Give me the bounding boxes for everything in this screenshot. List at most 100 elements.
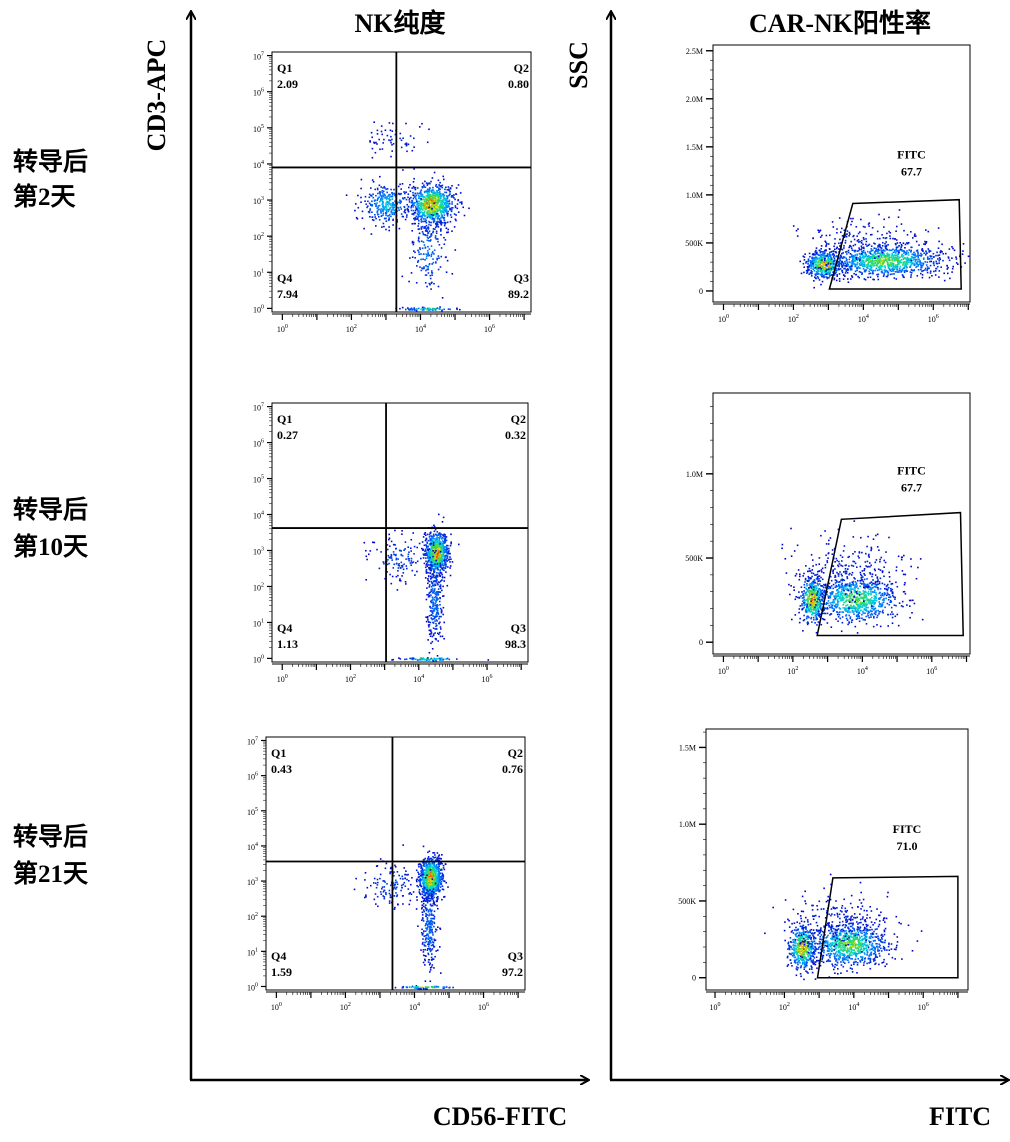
event-dot (815, 267, 818, 269)
event-dot (421, 211, 424, 214)
event-dot (429, 202, 431, 204)
event-dot (392, 224, 394, 226)
y-tick-label: 103 (247, 877, 258, 887)
event-dot (818, 279, 821, 281)
event-dot (388, 900, 391, 902)
event-dot (420, 900, 423, 903)
event-dot (381, 197, 384, 199)
event-dot (431, 896, 433, 898)
event-dot (436, 258, 438, 261)
event-dot (427, 986, 430, 989)
event-dot (429, 923, 431, 925)
event-dot (430, 631, 433, 634)
event-dot (436, 576, 439, 578)
event-dot (436, 204, 438, 206)
event-dot (434, 235, 437, 237)
event-dot (418, 658, 421, 661)
event-dot (421, 943, 424, 945)
event-dot (413, 202, 415, 204)
event-dot (437, 238, 439, 240)
event-dot (420, 215, 422, 218)
x-axis-ticks: 100 102 104 106 (272, 313, 531, 334)
event-dot (407, 209, 410, 212)
event-dot (402, 883, 405, 886)
event-dot (426, 897, 429, 899)
event-dot (432, 535, 434, 538)
event-dot (422, 873, 424, 876)
event-dot (426, 190, 429, 192)
event-dot (441, 568, 444, 571)
event-dot (442, 564, 445, 567)
event-dot (415, 987, 417, 989)
event-dot (425, 909, 428, 912)
event-dot (443, 214, 446, 216)
event-dot (831, 254, 834, 256)
tick-exponent: 6 (490, 674, 493, 680)
y-tick-label: 101 (253, 268, 264, 278)
event-dot (827, 266, 830, 268)
event-dot (427, 226, 429, 229)
event-dot (815, 274, 817, 277)
event-dot (823, 255, 826, 258)
event-dot (438, 557, 440, 560)
event-dot (388, 218, 390, 221)
event-dot (435, 638, 437, 641)
event-dot (425, 879, 427, 881)
event-dot (445, 571, 447, 573)
event-dot (423, 930, 425, 932)
y-tick-label: 102 (247, 912, 258, 922)
event-dot (428, 947, 431, 950)
event-dot (818, 254, 821, 256)
event-dot (426, 216, 429, 219)
event-dot (383, 889, 386, 892)
event-dot (811, 256, 814, 259)
event-dot (389, 573, 391, 576)
event-dot (436, 609, 438, 611)
event-dot (414, 217, 416, 219)
tick-exponent: 3 (255, 877, 258, 883)
event-dot (437, 863, 440, 865)
event-dot (414, 192, 416, 195)
event-dot (428, 624, 431, 626)
event-dot (417, 885, 420, 888)
event-dot (422, 918, 424, 920)
event-dot (390, 211, 393, 214)
event-dot (825, 271, 828, 273)
event-dot (433, 206, 436, 208)
event-dot (432, 852, 434, 854)
event-dot (829, 264, 832, 266)
event-dot (432, 580, 435, 582)
event-dot (429, 187, 431, 190)
event-dot (432, 609, 435, 612)
event-dot (431, 205, 433, 208)
event-dot (414, 211, 417, 214)
event-dot (425, 204, 428, 207)
event-dot (400, 188, 402, 190)
event-dot (468, 207, 470, 210)
event-dot (426, 901, 429, 904)
event-dot (421, 906, 423, 909)
event-dot (425, 659, 428, 661)
event-dot (432, 601, 435, 603)
event-dot (416, 659, 419, 661)
event-dot (440, 224, 443, 226)
event-dot (444, 561, 447, 564)
event-dot (439, 607, 442, 610)
event-dot (392, 143, 395, 145)
event-dot (833, 263, 836, 265)
event-dot (420, 226, 423, 228)
event-dot (395, 892, 397, 894)
event-dot (409, 190, 412, 192)
event-dot (398, 201, 401, 203)
event-dot (384, 208, 387, 211)
event-dot (430, 895, 433, 897)
tick-base: 10 (253, 125, 261, 134)
flow-plot-1: 100 102 104 106100101102103104105106107Q12.… (253, 51, 532, 334)
event-dot (430, 557, 432, 560)
event-dot (446, 195, 448, 197)
event-dot (429, 539, 431, 542)
event-dot (368, 211, 371, 214)
event-dot (822, 252, 824, 255)
event-dot (436, 531, 439, 533)
event-dot (423, 889, 425, 892)
